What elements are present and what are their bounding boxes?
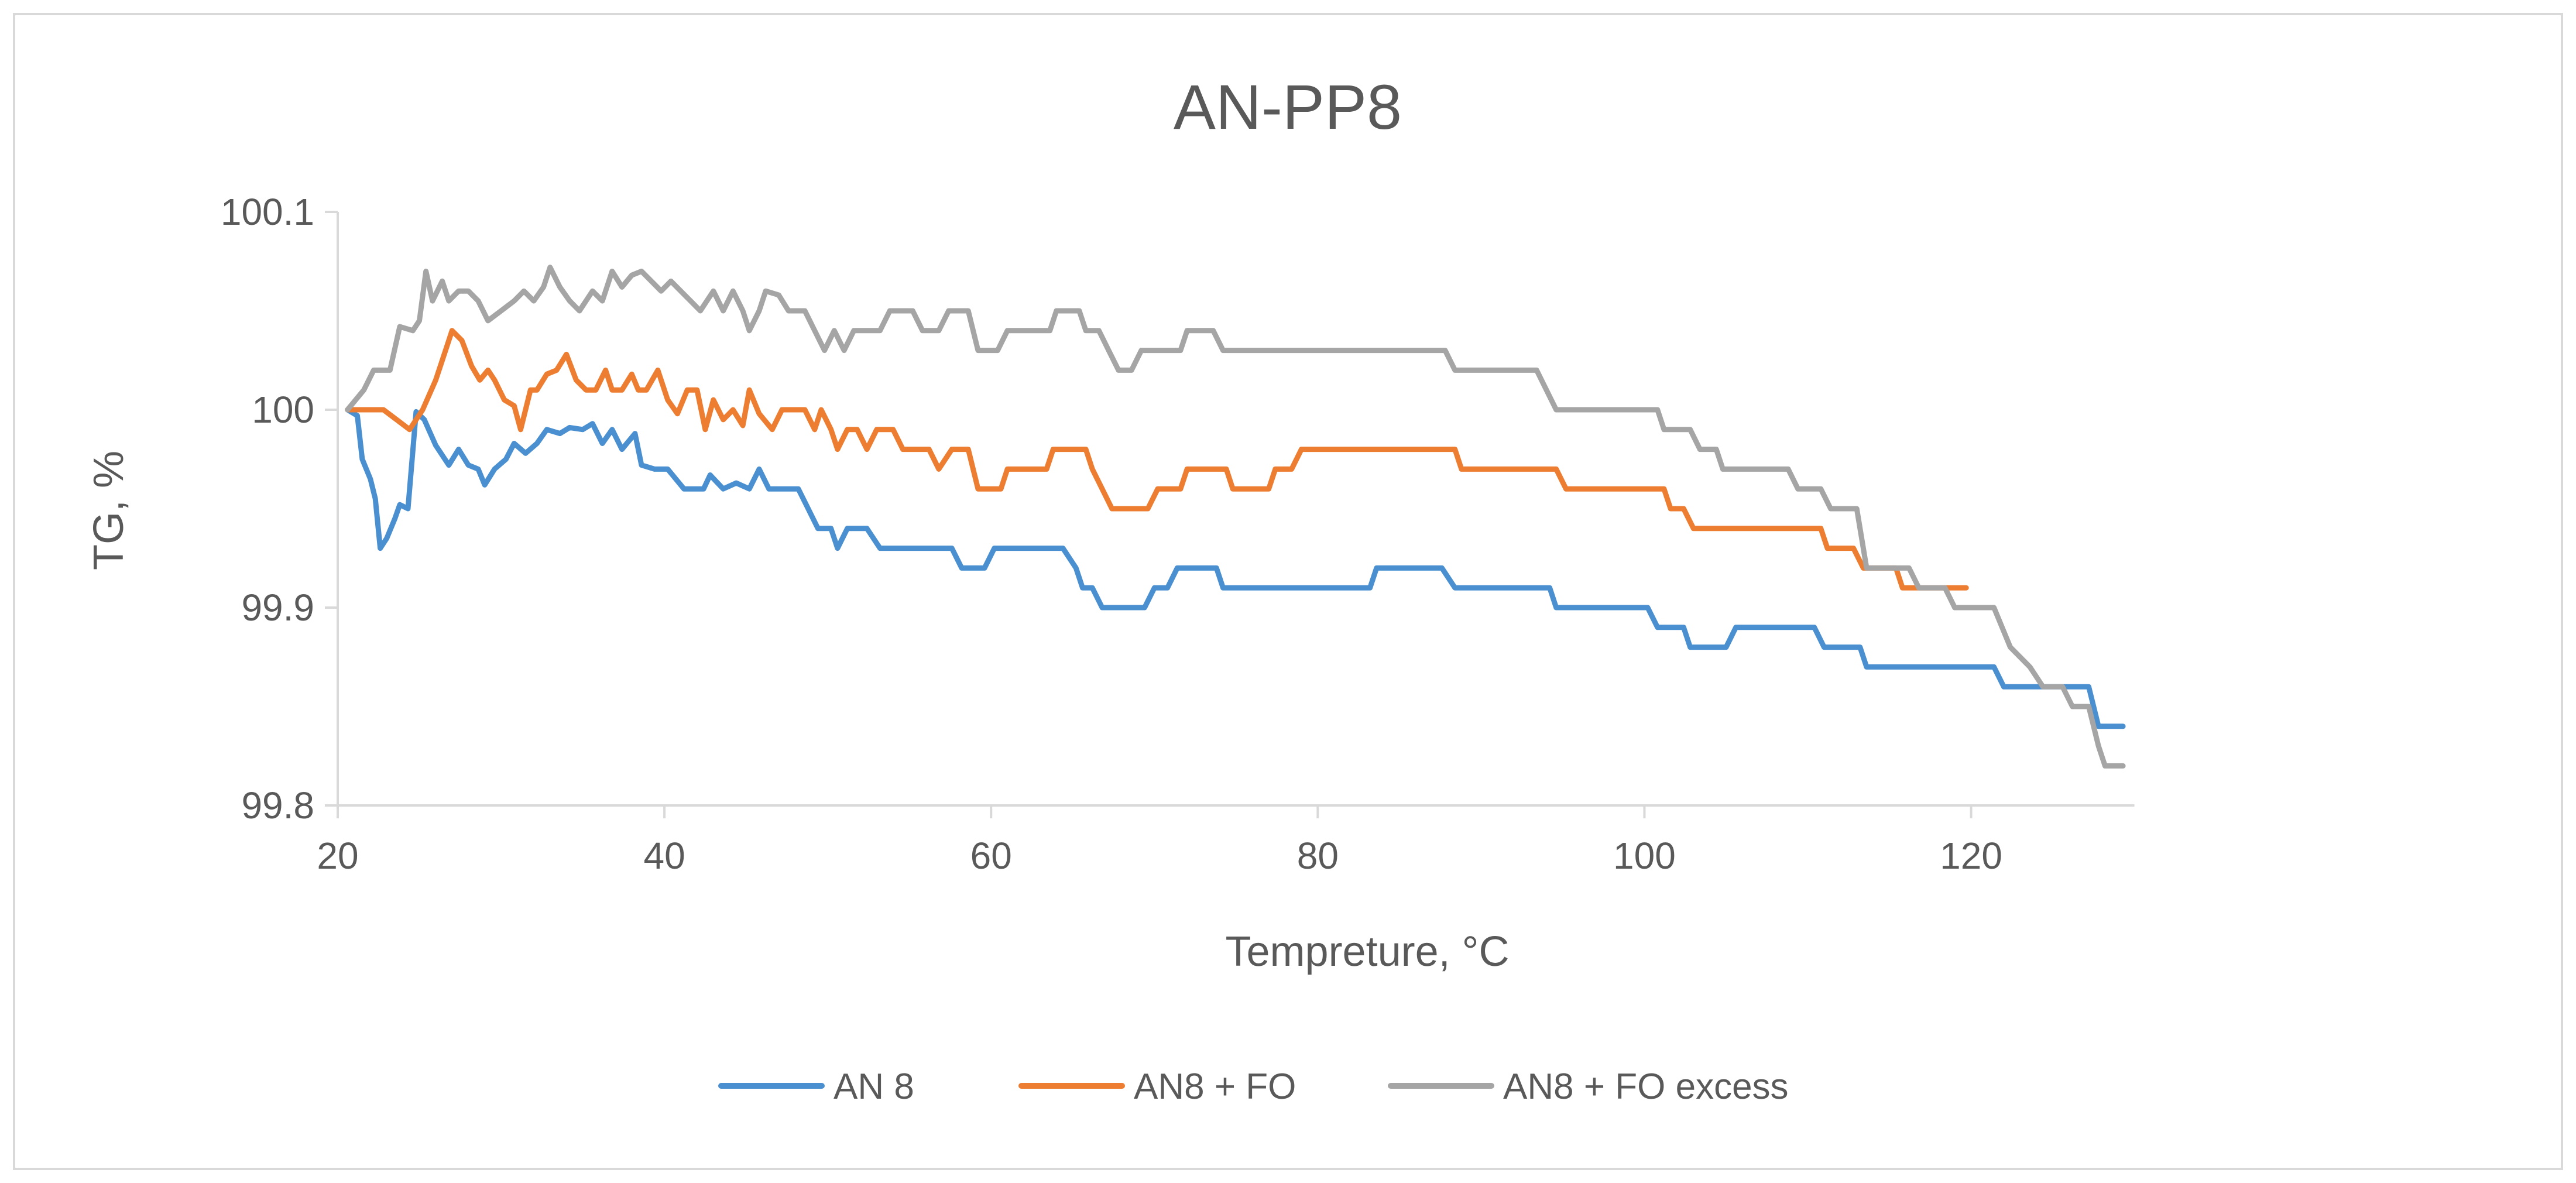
x-tick-label: 20: [317, 835, 358, 877]
chart-title: AN-PP8: [1174, 71, 1402, 142]
x-tick-label: 60: [970, 835, 1012, 877]
x-tick-label: 40: [644, 835, 685, 877]
y-axis-title: TG, %: [85, 451, 132, 570]
legend-label-3: AN8 + FO excess: [1503, 1067, 1789, 1107]
series-line-3: [345, 265, 2126, 769]
legend-label-2: AN8 + FO: [1134, 1067, 1296, 1107]
y-axis-ticks: 99.8 99.9 100 100.1: [221, 191, 338, 827]
series-line-1: [345, 407, 2126, 729]
x-axis-title: Tempreture, °C: [1226, 928, 1510, 975]
legend: AN 8 AN8 + FO AN8 + FO excess: [718, 1067, 1789, 1107]
legend-label-1: AN 8: [833, 1067, 914, 1107]
series-group: [345, 265, 2126, 769]
y-tick-label: 100: [252, 389, 314, 431]
x-tick-label: 80: [1297, 835, 1339, 877]
series-line-2: [345, 328, 1969, 591]
y-tick-label: 99.8: [241, 784, 314, 827]
chart-frame: [13, 13, 2563, 1170]
x-tick-label: 100: [1613, 835, 1676, 877]
y-tick-label: 100.1: [221, 191, 314, 233]
x-axis-ticks: 20 40 60 80 100 120: [317, 805, 2002, 877]
x-tick-label: 120: [1940, 835, 2002, 877]
y-tick-label: 99.9: [241, 587, 314, 629]
